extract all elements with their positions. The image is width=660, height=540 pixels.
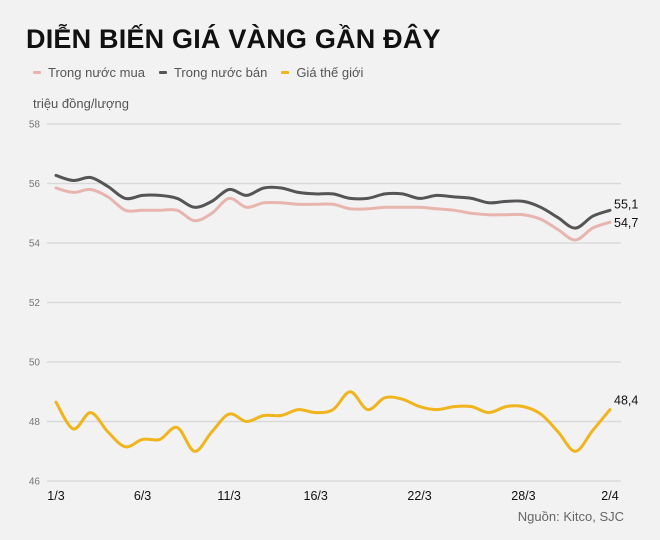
y-tick-label: 56 [29, 179, 41, 190]
y-tick-label: 54 [29, 239, 41, 250]
y-tick-label: 46 [29, 477, 41, 488]
chart-title: DIỄN BIẾN GIÁ VÀNG GẦN ĐÂY [26, 24, 441, 54]
end-label-world: 48,4 [614, 394, 638, 408]
end-label-sell: 55,1 [614, 197, 638, 211]
legend-swatch-sell [158, 71, 167, 74]
end-labels: 54,7 55,1 48,4 [614, 197, 638, 407]
legend-item-world: Giá thế giới [281, 65, 363, 80]
x-tick-label: 16/3 [304, 489, 328, 503]
gridlines [47, 123, 621, 482]
series-lines [54, 173, 612, 453]
x-tick-label: 6/3 [134, 489, 151, 503]
y-tick-label: 58 [29, 120, 41, 131]
series-line-buy [54, 186, 612, 242]
x-tick-label: 1/3 [47, 489, 64, 503]
legend-swatch-world [281, 71, 290, 74]
x-axis-ticks: 1/3 6/3 11/3 16/3 22/3 28/3 2/4 [47, 489, 618, 503]
legend-label-buy: Trong nước mua [48, 65, 145, 80]
end-label-buy: 54,7 [614, 216, 638, 230]
legend-label-sell: Trong nước bán [173, 65, 268, 80]
legend-swatch-buy [33, 71, 41, 74]
x-tick-label: 11/3 [217, 489, 240, 503]
series-line-world [54, 390, 612, 453]
y-tick-label: 50 [29, 358, 41, 369]
x-tick-label: 2/4 [601, 489, 618, 503]
x-tick-label: 28/3 [511, 489, 535, 503]
legend-item-sell: Trong nước bán [158, 65, 268, 80]
legend: Trong nước mua Trong nước bán Giá thế gi… [33, 65, 363, 80]
y-axis-unit-label: triệu đồng/lượng [33, 96, 130, 111]
y-axis-ticks: 58 56 54 52 50 48 46 [29, 120, 41, 488]
legend-item-buy: Trong nước mua [33, 65, 145, 80]
x-tick-label: 22/3 [407, 489, 431, 503]
source-note: Nguồn: Kitco, SJC [517, 509, 624, 524]
legend-label-world: Giá thế giới [296, 65, 364, 80]
y-tick-label: 52 [29, 298, 41, 309]
y-tick-label: 48 [29, 417, 41, 428]
series-line-sell [54, 173, 612, 230]
